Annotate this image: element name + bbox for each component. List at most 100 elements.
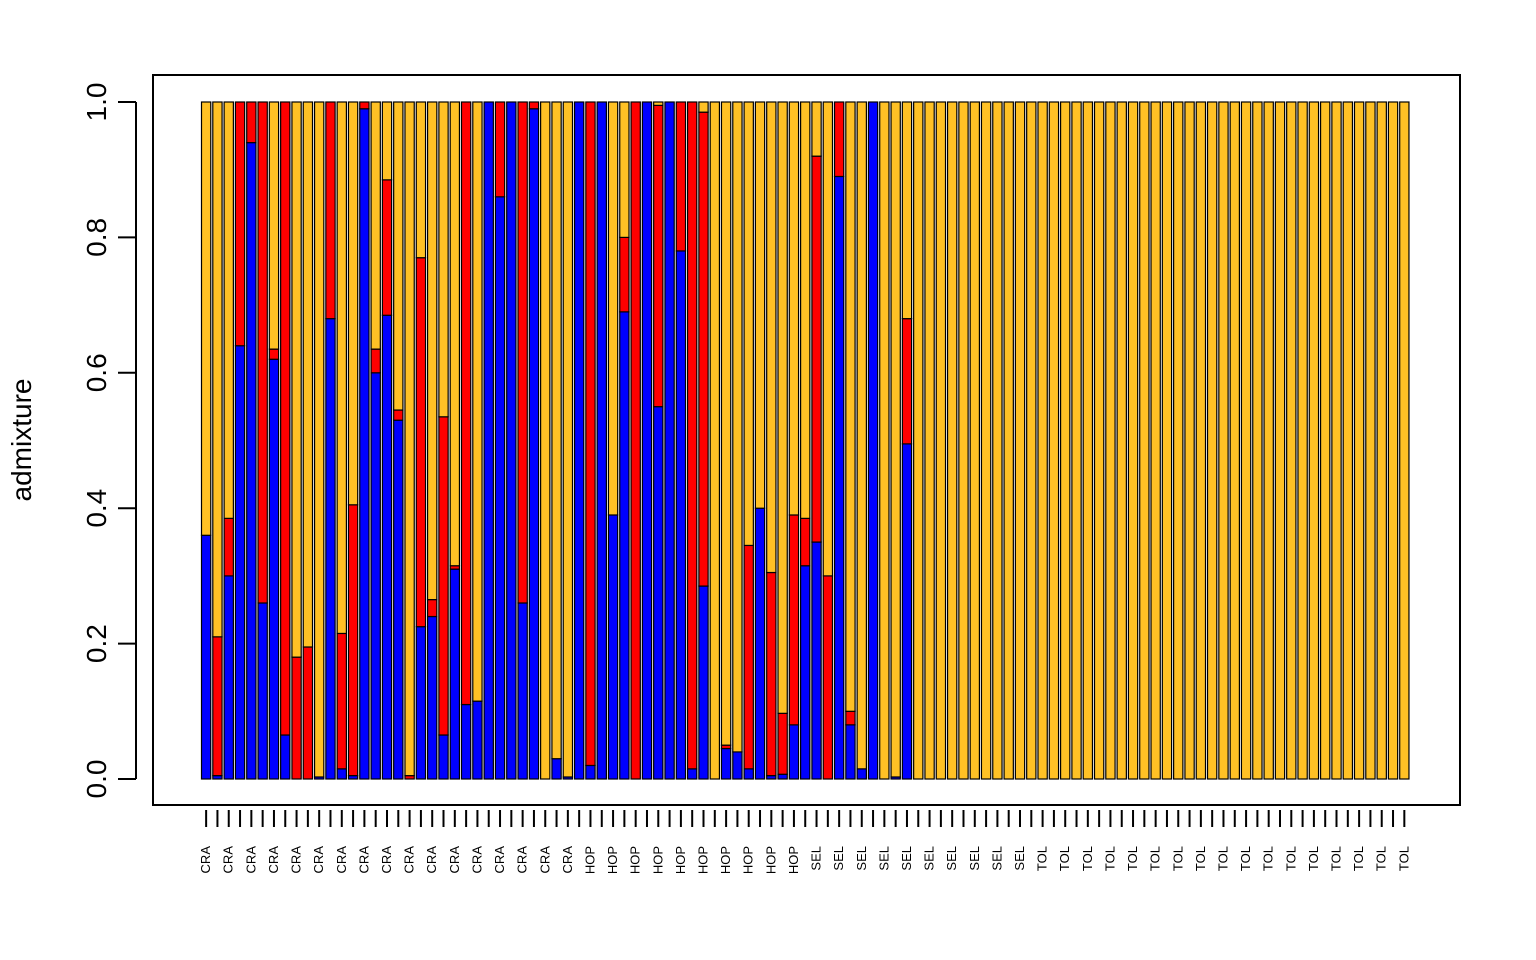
bar-segment [336,101,348,635]
bar-segment [845,710,856,726]
bar-segment [449,568,461,780]
bar-segment [528,101,540,110]
y-tick-label: 0.8 [81,218,112,257]
bar-segment [1071,101,1082,780]
bar-segment [585,764,596,780]
bar-segment [313,101,325,778]
bar-segment [1093,101,1105,780]
x-tick-label: HOP [696,846,711,874]
x-tick-label: HOP [786,846,801,874]
bar-segment [1331,101,1342,780]
bar-segment [935,101,947,780]
bar-segment [200,534,212,780]
bar-segment [506,101,517,780]
bar-segment [1127,101,1139,780]
bar-segment [494,101,506,198]
bar-segment [223,101,234,519]
bar-segment [709,101,721,780]
x-tick-label: SEL [944,846,959,871]
bar-segment [653,406,664,780]
bar-segment [528,108,540,780]
bars-group [200,101,1410,780]
bar-segment [325,318,336,780]
plot-frame [152,74,1461,806]
bar-segment [743,768,754,780]
bar-segment [257,602,268,780]
x-tick-label: CRA [447,846,462,874]
bar-segment [732,101,743,753]
bar-segment [246,142,257,780]
bar-segment [1184,101,1195,780]
x-tick-label: SEL [922,846,937,871]
bar-segment [347,504,359,777]
bar-segment [856,101,867,770]
bar-segment [777,712,788,775]
bar-segment [958,101,969,780]
bar-segment [879,101,890,780]
x-tick-label: HOP [763,846,778,874]
bar-segment [302,646,314,780]
bar-segment [585,101,596,767]
bar-segment [381,179,393,316]
bar-segment [1173,101,1184,780]
bar-segment [946,101,958,780]
bar-segment [280,734,291,780]
bar-segment [811,155,822,543]
bar-segment [573,101,585,780]
bar-segment [664,101,675,780]
bar-segment [562,101,574,778]
x-tick-label: CRA [492,846,507,874]
bar-segment [653,104,664,408]
x-axis-ticks: CRA CRA CRA CRA CRA CRA CRA CRA CRA CRA CRA CRA CRA C… [198,810,1411,874]
x-tick-label: TOL [1057,846,1072,871]
x-tick-label: CRA [402,846,417,874]
bar-segment [415,626,427,780]
x-tick-label: SEL [967,846,982,871]
x-tick-label: TOL [1035,846,1050,871]
x-tick-label: SEL [989,846,1004,871]
bar-segment [845,101,856,712]
bar-segment [607,101,619,516]
bar-segment [415,101,427,259]
x-tick-label: CRA [379,846,394,874]
bar-segment [1229,101,1241,780]
x-tick-label: TOL [1306,846,1321,871]
y-tick-label: 0.4 [81,489,112,528]
bar-segment [223,575,234,780]
bar-segment [472,101,483,702]
bar-segment [393,419,404,780]
bar-segment [1387,101,1399,780]
bar-segment [200,101,212,536]
bar-segment [404,101,415,777]
bar-segment [336,632,348,770]
bar-segment [732,751,743,780]
x-tick-label: TOL [1125,846,1140,871]
y-tick-label: 0.0 [81,760,112,799]
bar-segment [1139,101,1150,780]
bar-segment [901,101,913,320]
bar-segment [1161,101,1173,780]
x-tick-label: CRA [334,846,349,874]
x-tick-label: TOL [1396,846,1411,871]
x-tick-label: TOL [1238,846,1253,871]
x-tick-label: CRA [469,846,484,874]
bar-segment [1286,101,1297,780]
bar-segment [212,636,223,777]
bar-segment [1376,101,1387,780]
x-tick-label: TOL [1261,846,1276,871]
bar-segment [517,101,528,604]
bar-segment [1399,101,1410,780]
bar-segment [280,101,291,736]
x-tick-label: TOL [1329,846,1344,871]
bar-segment [641,101,653,780]
bar-segment [1297,101,1308,780]
bar-segment [494,196,506,780]
bar-segment [325,101,336,320]
bar-segment [551,101,562,760]
bar-segment [370,372,381,780]
x-tick-label: HOP [650,846,665,874]
bar-segment [743,101,754,547]
y-axis-ticks: 0.0 0.2 0.4 0.6 0.8 1.0 [81,83,136,799]
x-tick-label: CRA [560,846,575,874]
